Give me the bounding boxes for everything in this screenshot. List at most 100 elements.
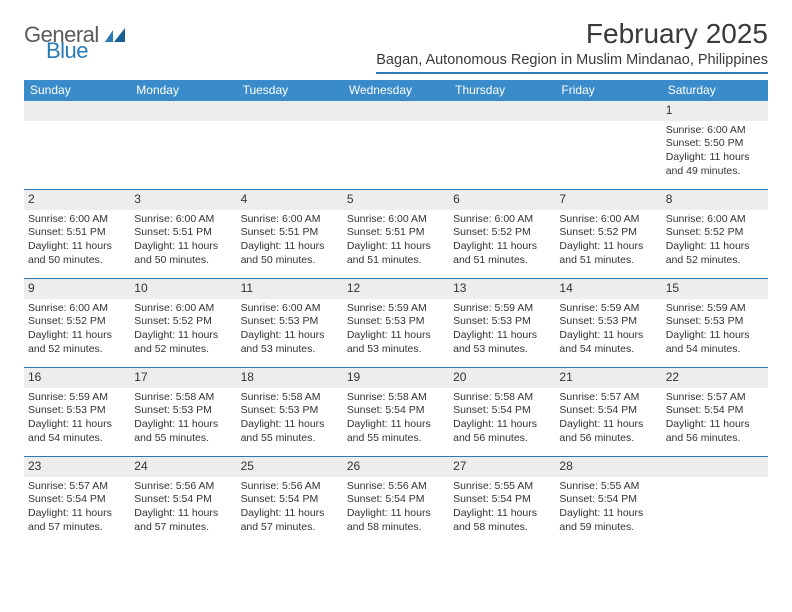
sunrise-text: Sunrise: 5:59 AM	[453, 302, 551, 316]
sunrise-text: Sunrise: 5:56 AM	[347, 480, 445, 494]
day-number	[449, 101, 555, 121]
sunset-text: Sunset: 5:54 PM	[347, 493, 445, 507]
day-cell: 15Sunrise: 5:59 AMSunset: 5:53 PMDayligh…	[662, 279, 768, 367]
day-number: 7	[555, 190, 661, 210]
sunrise-text: Sunrise: 5:57 AM	[28, 480, 126, 494]
day-cell: 26Sunrise: 5:56 AMSunset: 5:54 PMDayligh…	[343, 457, 449, 545]
daylight-text: Daylight: 11 hours and 54 minutes.	[28, 418, 126, 445]
day-cell: 9Sunrise: 6:00 AMSunset: 5:52 PMDaylight…	[24, 279, 130, 367]
day-cell: 5Sunrise: 6:00 AMSunset: 5:51 PMDaylight…	[343, 190, 449, 278]
day-number: 21	[555, 368, 661, 388]
sunrise-text: Sunrise: 6:00 AM	[453, 213, 551, 227]
day-number: 17	[130, 368, 236, 388]
dow-sunday: Sunday	[24, 80, 130, 101]
daylight-text: Daylight: 11 hours and 55 minutes.	[241, 418, 339, 445]
sunset-text: Sunset: 5:52 PM	[28, 315, 126, 329]
sunset-text: Sunset: 5:53 PM	[453, 315, 551, 329]
sunrise-text: Sunrise: 5:55 AM	[559, 480, 657, 494]
sunset-text: Sunset: 5:53 PM	[134, 404, 232, 418]
day-number: 22	[662, 368, 768, 388]
logo-stack: General Blue	[24, 22, 127, 64]
sunset-text: Sunset: 5:54 PM	[241, 493, 339, 507]
daylight-text: Daylight: 11 hours and 55 minutes.	[347, 418, 445, 445]
week-row: 23Sunrise: 5:57 AMSunset: 5:54 PMDayligh…	[24, 457, 768, 545]
day-cell: 22 Sunrise: 5:57 AMSunset: 5:54 PMDayligh…	[662, 368, 768, 456]
sunset-text: Sunset: 5:54 PM	[453, 493, 551, 507]
sunset-text: Sunset: 5:54 PM	[453, 404, 551, 418]
day-number	[237, 101, 343, 121]
sunrise-text: Sunrise: 5:57 AM	[559, 391, 657, 405]
day-cell: 23Sunrise: 5:57 AMSunset: 5:54 PMDayligh…	[24, 457, 130, 545]
daylight-text: Daylight: 11 hours and 52 minutes.	[666, 240, 764, 267]
sunrise-text: Sunrise: 6:00 AM	[241, 302, 339, 316]
daylight-text: Daylight: 11 hours and 49 minutes.	[666, 151, 764, 178]
daylight-text: Daylight: 11 hours and 51 minutes.	[347, 240, 445, 267]
sunrise-text: Sunrise: 5:59 AM	[559, 302, 657, 316]
day-cell: 24 Sunrise: 5:56 AMSunset: 5:54 PMDayligh…	[130, 457, 236, 545]
dow-row: Sunday Monday Tuesday Wednesday Thursday…	[24, 80, 768, 101]
page-title: February 2025	[376, 18, 768, 50]
day-number: 9	[24, 279, 130, 299]
day-number	[662, 457, 768, 477]
sunrise-text: Sunrise: 5:58 AM	[134, 391, 232, 405]
day-cell: 19Sunrise: 5:58 AMSunset: 5:54 PMDayligh…	[343, 368, 449, 456]
daylight-text: Daylight: 11 hours and 57 minutes.	[28, 507, 126, 534]
sunset-text: Sunset: 5:54 PM	[134, 493, 232, 507]
week-row: 1Sunrise: 6:00 AMSunset: 5:50 PMDaylight…	[24, 101, 768, 190]
sunset-text: Sunset: 5:51 PM	[241, 226, 339, 240]
day-cell: 28Sunrise: 5:55 AMSunset: 5:54 PMDayligh…	[555, 457, 661, 545]
sunrise-text: Sunrise: 6:00 AM	[28, 302, 126, 316]
sunset-text: Sunset: 5:51 PM	[134, 226, 232, 240]
day-number: 10	[130, 279, 236, 299]
sunset-text: Sunset: 5:50 PM	[666, 137, 764, 151]
day-cell	[449, 101, 555, 189]
day-cell	[237, 101, 343, 189]
sunrise-text: Sunrise: 6:00 AM	[666, 124, 764, 138]
weeks-container: 1Sunrise: 6:00 AMSunset: 5:50 PMDaylight…	[24, 101, 768, 545]
day-cell: 14Sunrise: 5:59 AMSunset: 5:53 PMDayligh…	[555, 279, 661, 367]
sunrise-text: Sunrise: 6:00 AM	[666, 213, 764, 227]
day-number: 24	[130, 457, 236, 477]
sunset-text: Sunset: 5:53 PM	[241, 315, 339, 329]
day-number: 3	[130, 190, 236, 210]
daylight-text: Daylight: 11 hours and 57 minutes.	[134, 507, 232, 534]
sunrise-text: Sunrise: 5:57 AM	[666, 391, 764, 405]
day-cell: 17 Sunrise: 5:58 AMSunset: 5:53 PMDayligh…	[130, 368, 236, 456]
sunrise-text: Sunrise: 5:58 AM	[241, 391, 339, 405]
day-number: 12	[343, 279, 449, 299]
sunset-text: Sunset: 5:53 PM	[559, 315, 657, 329]
calendar: Sunday Monday Tuesday Wednesday Thursday…	[24, 80, 768, 545]
daylight-text: Daylight: 11 hours and 50 minutes.	[28, 240, 126, 267]
title-block: February 2025 Bagan, Autonomous Region i…	[376, 18, 768, 74]
day-cell	[555, 101, 661, 189]
sunset-text: Sunset: 5:54 PM	[666, 404, 764, 418]
day-number: 5	[343, 190, 449, 210]
sunset-text: Sunset: 5:53 PM	[241, 404, 339, 418]
daylight-text: Daylight: 11 hours and 56 minutes.	[453, 418, 551, 445]
day-number: 15	[662, 279, 768, 299]
day-cell	[130, 101, 236, 189]
day-cell: 13Sunrise: 5:59 AMSunset: 5:53 PMDayligh…	[449, 279, 555, 367]
sunrise-text: Sunrise: 5:59 AM	[666, 302, 764, 316]
daylight-text: Daylight: 11 hours and 57 minutes.	[241, 507, 339, 534]
dow-wednesday: Wednesday	[343, 80, 449, 101]
day-number: 6	[449, 190, 555, 210]
day-number: 19	[343, 368, 449, 388]
day-cell: 1Sunrise: 6:00 AMSunset: 5:50 PMDaylight…	[662, 101, 768, 189]
day-cell: 16Sunrise: 5:59 AMSunset: 5:53 PMDayligh…	[24, 368, 130, 456]
day-number: 2	[24, 190, 130, 210]
sunrise-text: Sunrise: 5:56 AM	[241, 480, 339, 494]
sunrise-text: Sunrise: 5:58 AM	[453, 391, 551, 405]
daylight-text: Daylight: 11 hours and 56 minutes.	[666, 418, 764, 445]
dow-tuesday: Tuesday	[237, 80, 343, 101]
sunrise-text: Sunrise: 5:56 AM	[134, 480, 232, 494]
daylight-text: Daylight: 11 hours and 50 minutes.	[134, 240, 232, 267]
day-number: 26	[343, 457, 449, 477]
day-cell: 12Sunrise: 5:59 AMSunset: 5:53 PMDayligh…	[343, 279, 449, 367]
daylight-text: Daylight: 11 hours and 53 minutes.	[347, 329, 445, 356]
sunrise-text: Sunrise: 6:00 AM	[347, 213, 445, 227]
daylight-text: Daylight: 11 hours and 55 minutes.	[134, 418, 232, 445]
week-row: 9Sunrise: 6:00 AMSunset: 5:52 PMDaylight…	[24, 279, 768, 368]
day-cell: 25Sunrise: 5:56 AMSunset: 5:54 PMDayligh…	[237, 457, 343, 545]
day-cell: 27Sunrise: 5:55 AMSunset: 5:54 PMDayligh…	[449, 457, 555, 545]
